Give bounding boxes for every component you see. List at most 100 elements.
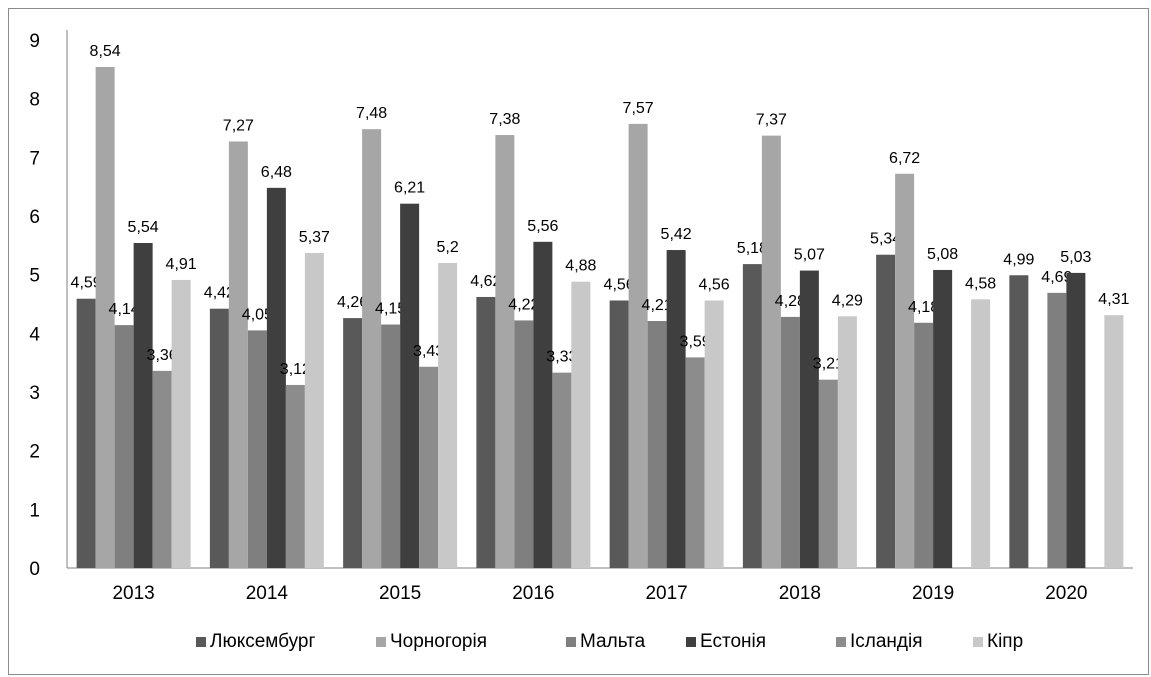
data-label: 4,05 <box>242 306 273 323</box>
data-label: 6,72 <box>889 150 920 167</box>
bar <box>704 300 724 568</box>
data-label: 3,12 <box>280 361 311 378</box>
y-tick-label: 3 <box>29 383 40 404</box>
data-label: 6,21 <box>394 180 425 197</box>
data-label: 4,14 <box>109 301 140 318</box>
legend-label: Ісландія <box>850 631 923 652</box>
y-tick-label: 7 <box>29 148 40 169</box>
legend-label: Кіпр <box>987 631 1023 652</box>
bar <box>1047 292 1067 568</box>
legend-label: Люксембург <box>210 631 315 652</box>
bar <box>362 129 382 568</box>
x-tick-label: 2018 <box>779 583 821 604</box>
bar <box>133 242 153 568</box>
data-label: 7,27 <box>223 117 254 134</box>
bar <box>609 300 629 568</box>
bar <box>266 187 286 568</box>
legend-swatch <box>686 637 696 647</box>
data-label: 7,57 <box>623 100 654 117</box>
legend-swatch <box>376 637 386 647</box>
data-label: 4,59 <box>71 275 102 292</box>
data-label: 5,42 <box>661 226 692 243</box>
y-tick-label: 4 <box>29 324 40 345</box>
data-label: 3,36 <box>147 347 178 364</box>
data-label: 5,54 <box>128 219 159 236</box>
data-label: 4,31 <box>1098 291 1129 308</box>
data-label: 5,18 <box>737 240 768 257</box>
data-label: 3,59 <box>680 333 711 350</box>
bar <box>895 173 915 568</box>
legend-swatch <box>836 637 846 647</box>
bar <box>647 321 667 568</box>
bar <box>495 135 515 569</box>
bar <box>400 203 420 568</box>
data-label: 4,22 <box>508 296 539 313</box>
data-label: 4,91 <box>166 256 197 273</box>
bar <box>571 281 591 568</box>
bar <box>533 241 553 568</box>
data-label: 4,99 <box>1003 251 1034 268</box>
data-label: 4,21 <box>642 297 673 314</box>
bar <box>152 370 172 568</box>
bar <box>171 279 191 568</box>
y-tick-label: 6 <box>29 207 40 228</box>
x-tick-label: 2019 <box>912 583 954 604</box>
data-label: 4,88 <box>565 258 596 275</box>
data-label: 5,34 <box>870 231 901 248</box>
data-label: 5,03 <box>1060 249 1091 266</box>
data-label: 7,37 <box>756 112 787 129</box>
bar <box>419 366 439 568</box>
bar <box>742 264 762 568</box>
bar <box>933 269 953 568</box>
data-label: 7,48 <box>356 105 387 122</box>
y-tick-label: 2 <box>29 442 40 463</box>
data-label: 6,48 <box>261 164 292 181</box>
bar <box>799 270 819 568</box>
bar <box>780 316 800 568</box>
bar <box>95 66 115 568</box>
data-label: 5,37 <box>299 229 330 246</box>
bar <box>837 316 857 568</box>
data-label: 4,18 <box>908 299 939 316</box>
bar <box>1009 275 1029 568</box>
legend-label: Чорногорія <box>390 631 487 652</box>
bar <box>1066 272 1086 568</box>
bar <box>228 141 248 568</box>
x-tick-label: 2017 <box>645 583 687 604</box>
y-tick-label: 5 <box>29 266 40 287</box>
legend-label: Мальта <box>580 631 646 652</box>
bar <box>876 254 896 568</box>
bar <box>476 296 496 568</box>
bar <box>514 320 534 568</box>
data-label: 4,56 <box>699 276 730 293</box>
bar <box>381 324 401 568</box>
data-label: 4,42 <box>204 285 235 302</box>
bar <box>1104 315 1124 568</box>
bar <box>685 357 705 568</box>
y-tick-label: 0 <box>29 559 40 580</box>
legend-swatch <box>566 637 576 647</box>
bar <box>247 330 267 568</box>
data-label: 4,26 <box>337 294 368 311</box>
bar <box>914 322 934 568</box>
data-label: 3,33 <box>546 349 577 366</box>
y-tick-label: 8 <box>29 90 40 111</box>
bar <box>761 135 781 569</box>
data-label: 5,2 <box>437 239 459 256</box>
bar <box>304 252 324 568</box>
data-label: 3,43 <box>413 343 444 360</box>
x-tick-label: 2015 <box>379 583 421 604</box>
y-tick-label: 9 <box>29 31 40 52</box>
x-tick-label: 2016 <box>512 583 554 604</box>
bar <box>628 123 648 568</box>
x-tick-label: 2020 <box>1045 583 1087 604</box>
data-label: 4,29 <box>832 292 863 309</box>
legend-label: Естонія <box>700 631 766 652</box>
bar <box>438 262 458 568</box>
data-label: 4,28 <box>775 293 806 310</box>
data-label: 5,56 <box>527 218 558 235</box>
bar <box>209 308 229 568</box>
data-label: 3,21 <box>813 356 844 373</box>
bar <box>971 299 991 568</box>
